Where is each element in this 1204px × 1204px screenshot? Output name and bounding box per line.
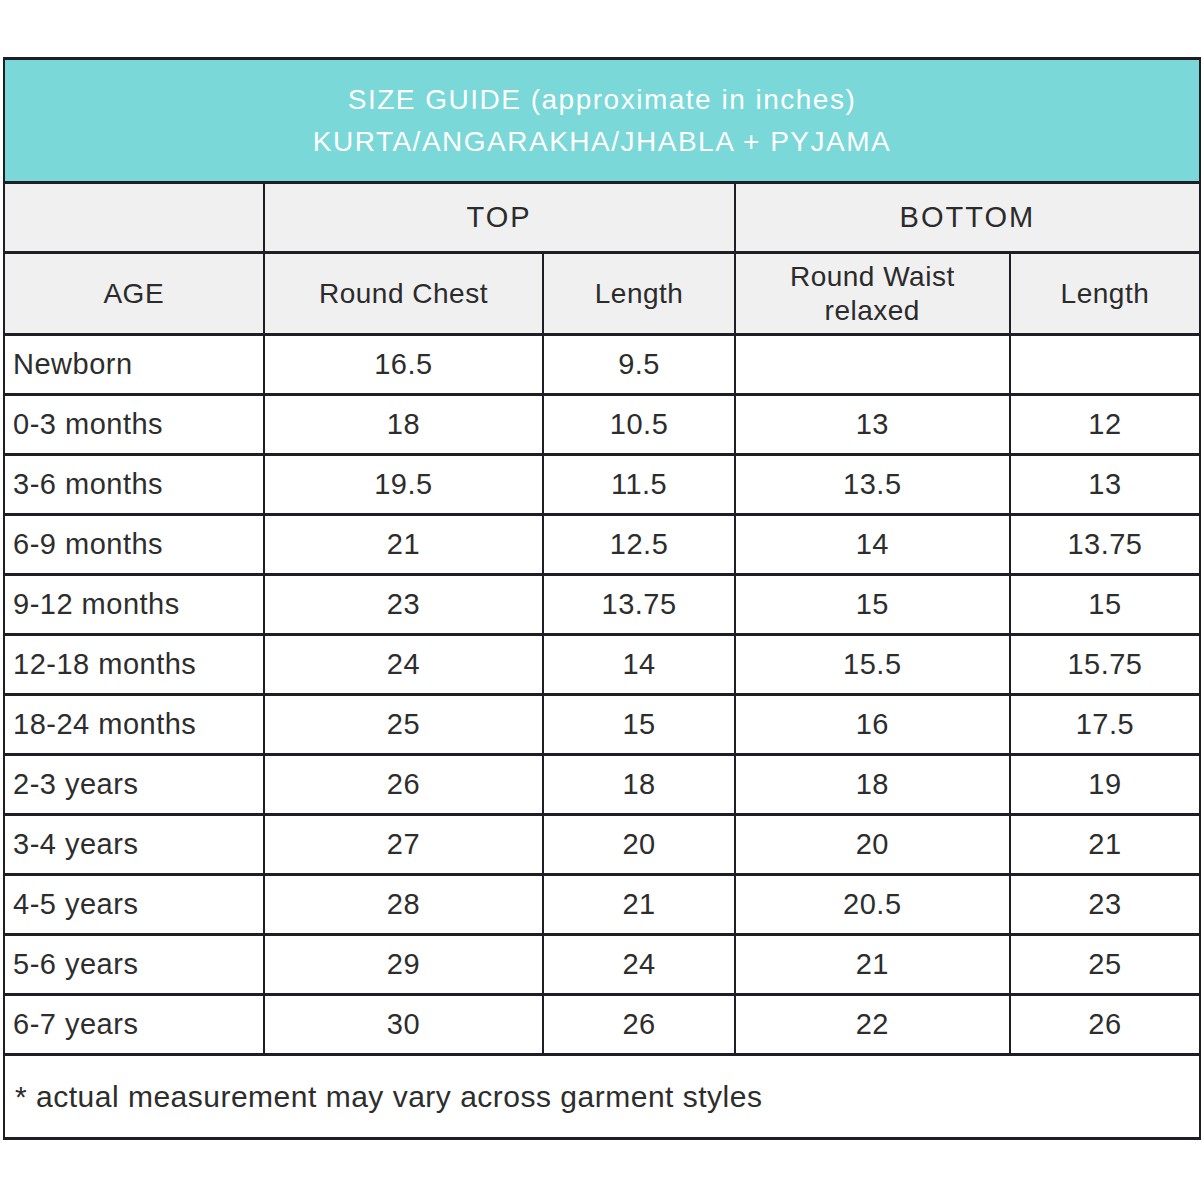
age-cell: 2-3 years <box>4 755 264 815</box>
column-header-round-waist: Round Waist relaxed <box>735 253 1010 335</box>
value-cell <box>735 335 1010 395</box>
value-cell: 26 <box>1010 995 1200 1055</box>
value-cell: 18 <box>543 755 734 815</box>
value-cell: 13.75 <box>1010 515 1200 575</box>
age-cell: 18-24 months <box>4 695 264 755</box>
value-cell: 25 <box>1010 935 1200 995</box>
group-header-bottom: BOTTOM <box>735 183 1200 253</box>
value-cell: 11.5 <box>543 455 734 515</box>
banner-title-line1: SIZE GUIDE (approximate in inches) <box>5 79 1199 121</box>
table-row: 18-24 months25151617.5 <box>4 695 1200 755</box>
value-cell: 24 <box>264 635 544 695</box>
value-cell: 28 <box>264 875 544 935</box>
column-header-row: AGE Round Chest Length Round Waist relax… <box>4 253 1200 335</box>
value-cell: 17.5 <box>1010 695 1200 755</box>
value-cell: 13.75 <box>543 575 734 635</box>
column-header-bottom-length: Length <box>1010 253 1200 335</box>
value-cell: 18 <box>264 395 544 455</box>
size-guide: SIZE GUIDE (approximate in inches) KURTA… <box>3 57 1201 1140</box>
value-cell: 21 <box>735 935 1010 995</box>
age-cell: 12-18 months <box>4 635 264 695</box>
age-cell: 5-6 years <box>4 935 264 995</box>
value-cell: 12.5 <box>543 515 734 575</box>
value-cell: 14 <box>543 635 734 695</box>
value-cell: 18 <box>735 755 1010 815</box>
value-cell: 27 <box>264 815 544 875</box>
value-cell: 14 <box>735 515 1010 575</box>
value-cell: 23 <box>1010 875 1200 935</box>
value-cell: 13 <box>735 395 1010 455</box>
value-cell: 15 <box>1010 575 1200 635</box>
footnote-row: * actual measurement may vary across gar… <box>4 1055 1200 1139</box>
table-row: 6-9 months2112.51413.75 <box>4 515 1200 575</box>
value-cell: 19.5 <box>264 455 544 515</box>
value-cell: 15 <box>543 695 734 755</box>
age-cell: 9-12 months <box>4 575 264 635</box>
value-cell: 20 <box>543 815 734 875</box>
value-cell: 21 <box>264 515 544 575</box>
value-cell: 26 <box>264 755 544 815</box>
value-cell: 20.5 <box>735 875 1010 935</box>
column-header-round-chest: Round Chest <box>264 253 544 335</box>
group-header-top: TOP <box>264 183 735 253</box>
value-cell: 30 <box>264 995 544 1055</box>
banner-row: SIZE GUIDE (approximate in inches) KURTA… <box>4 59 1200 183</box>
value-cell: 19 <box>1010 755 1200 815</box>
age-cell: Newborn <box>4 335 264 395</box>
value-cell: 16.5 <box>264 335 544 395</box>
column-header-round-waist-label: Round Waist relaxed <box>755 260 990 328</box>
value-cell: 13 <box>1010 455 1200 515</box>
value-cell: 16 <box>735 695 1010 755</box>
value-cell: 10.5 <box>543 395 734 455</box>
column-header-age: AGE <box>4 253 264 335</box>
group-header-row: TOP BOTTOM <box>4 183 1200 253</box>
table-row: 2-3 years26181819 <box>4 755 1200 815</box>
value-cell: 9.5 <box>543 335 734 395</box>
footnote: * actual measurement may vary across gar… <box>4 1055 1200 1139</box>
group-header-empty <box>4 183 264 253</box>
value-cell: 23 <box>264 575 544 635</box>
value-cell: 13.5 <box>735 455 1010 515</box>
table-row: 3-4 years27202021 <box>4 815 1200 875</box>
table-row: 6-7 years30262226 <box>4 995 1200 1055</box>
age-cell: 4-5 years <box>4 875 264 935</box>
age-cell: 3-4 years <box>4 815 264 875</box>
age-cell: 6-9 months <box>4 515 264 575</box>
age-cell: 3-6 months <box>4 455 264 515</box>
value-cell: 21 <box>543 875 734 935</box>
banner-title-line2: KURTA/ANGARAKHA/JHABLA + PYJAMA <box>5 121 1199 163</box>
age-cell: 6-7 years <box>4 995 264 1055</box>
table-row: 12-18 months241415.515.75 <box>4 635 1200 695</box>
value-cell <box>1010 335 1200 395</box>
value-cell: 15.5 <box>735 635 1010 695</box>
table-row: Newborn16.59.5 <box>4 335 1200 395</box>
value-cell: 21 <box>1010 815 1200 875</box>
value-cell: 24 <box>543 935 734 995</box>
value-cell: 12 <box>1010 395 1200 455</box>
table-row: 5-6 years29242125 <box>4 935 1200 995</box>
value-cell: 20 <box>735 815 1010 875</box>
size-table-body: Newborn16.59.50-3 months1810.513123-6 mo… <box>4 335 1200 1055</box>
value-cell: 22 <box>735 995 1010 1055</box>
table-row: 3-6 months19.511.513.513 <box>4 455 1200 515</box>
value-cell: 15.75 <box>1010 635 1200 695</box>
banner: SIZE GUIDE (approximate in inches) KURTA… <box>4 59 1200 183</box>
value-cell: 15 <box>735 575 1010 635</box>
table-row: 9-12 months2313.751515 <box>4 575 1200 635</box>
table-row: 0-3 months1810.51312 <box>4 395 1200 455</box>
age-cell: 0-3 months <box>4 395 264 455</box>
value-cell: 25 <box>264 695 544 755</box>
table-row: 4-5 years282120.523 <box>4 875 1200 935</box>
value-cell: 26 <box>543 995 734 1055</box>
size-guide-table: SIZE GUIDE (approximate in inches) KURTA… <box>3 57 1201 1140</box>
value-cell: 29 <box>264 935 544 995</box>
column-header-top-length: Length <box>543 253 734 335</box>
